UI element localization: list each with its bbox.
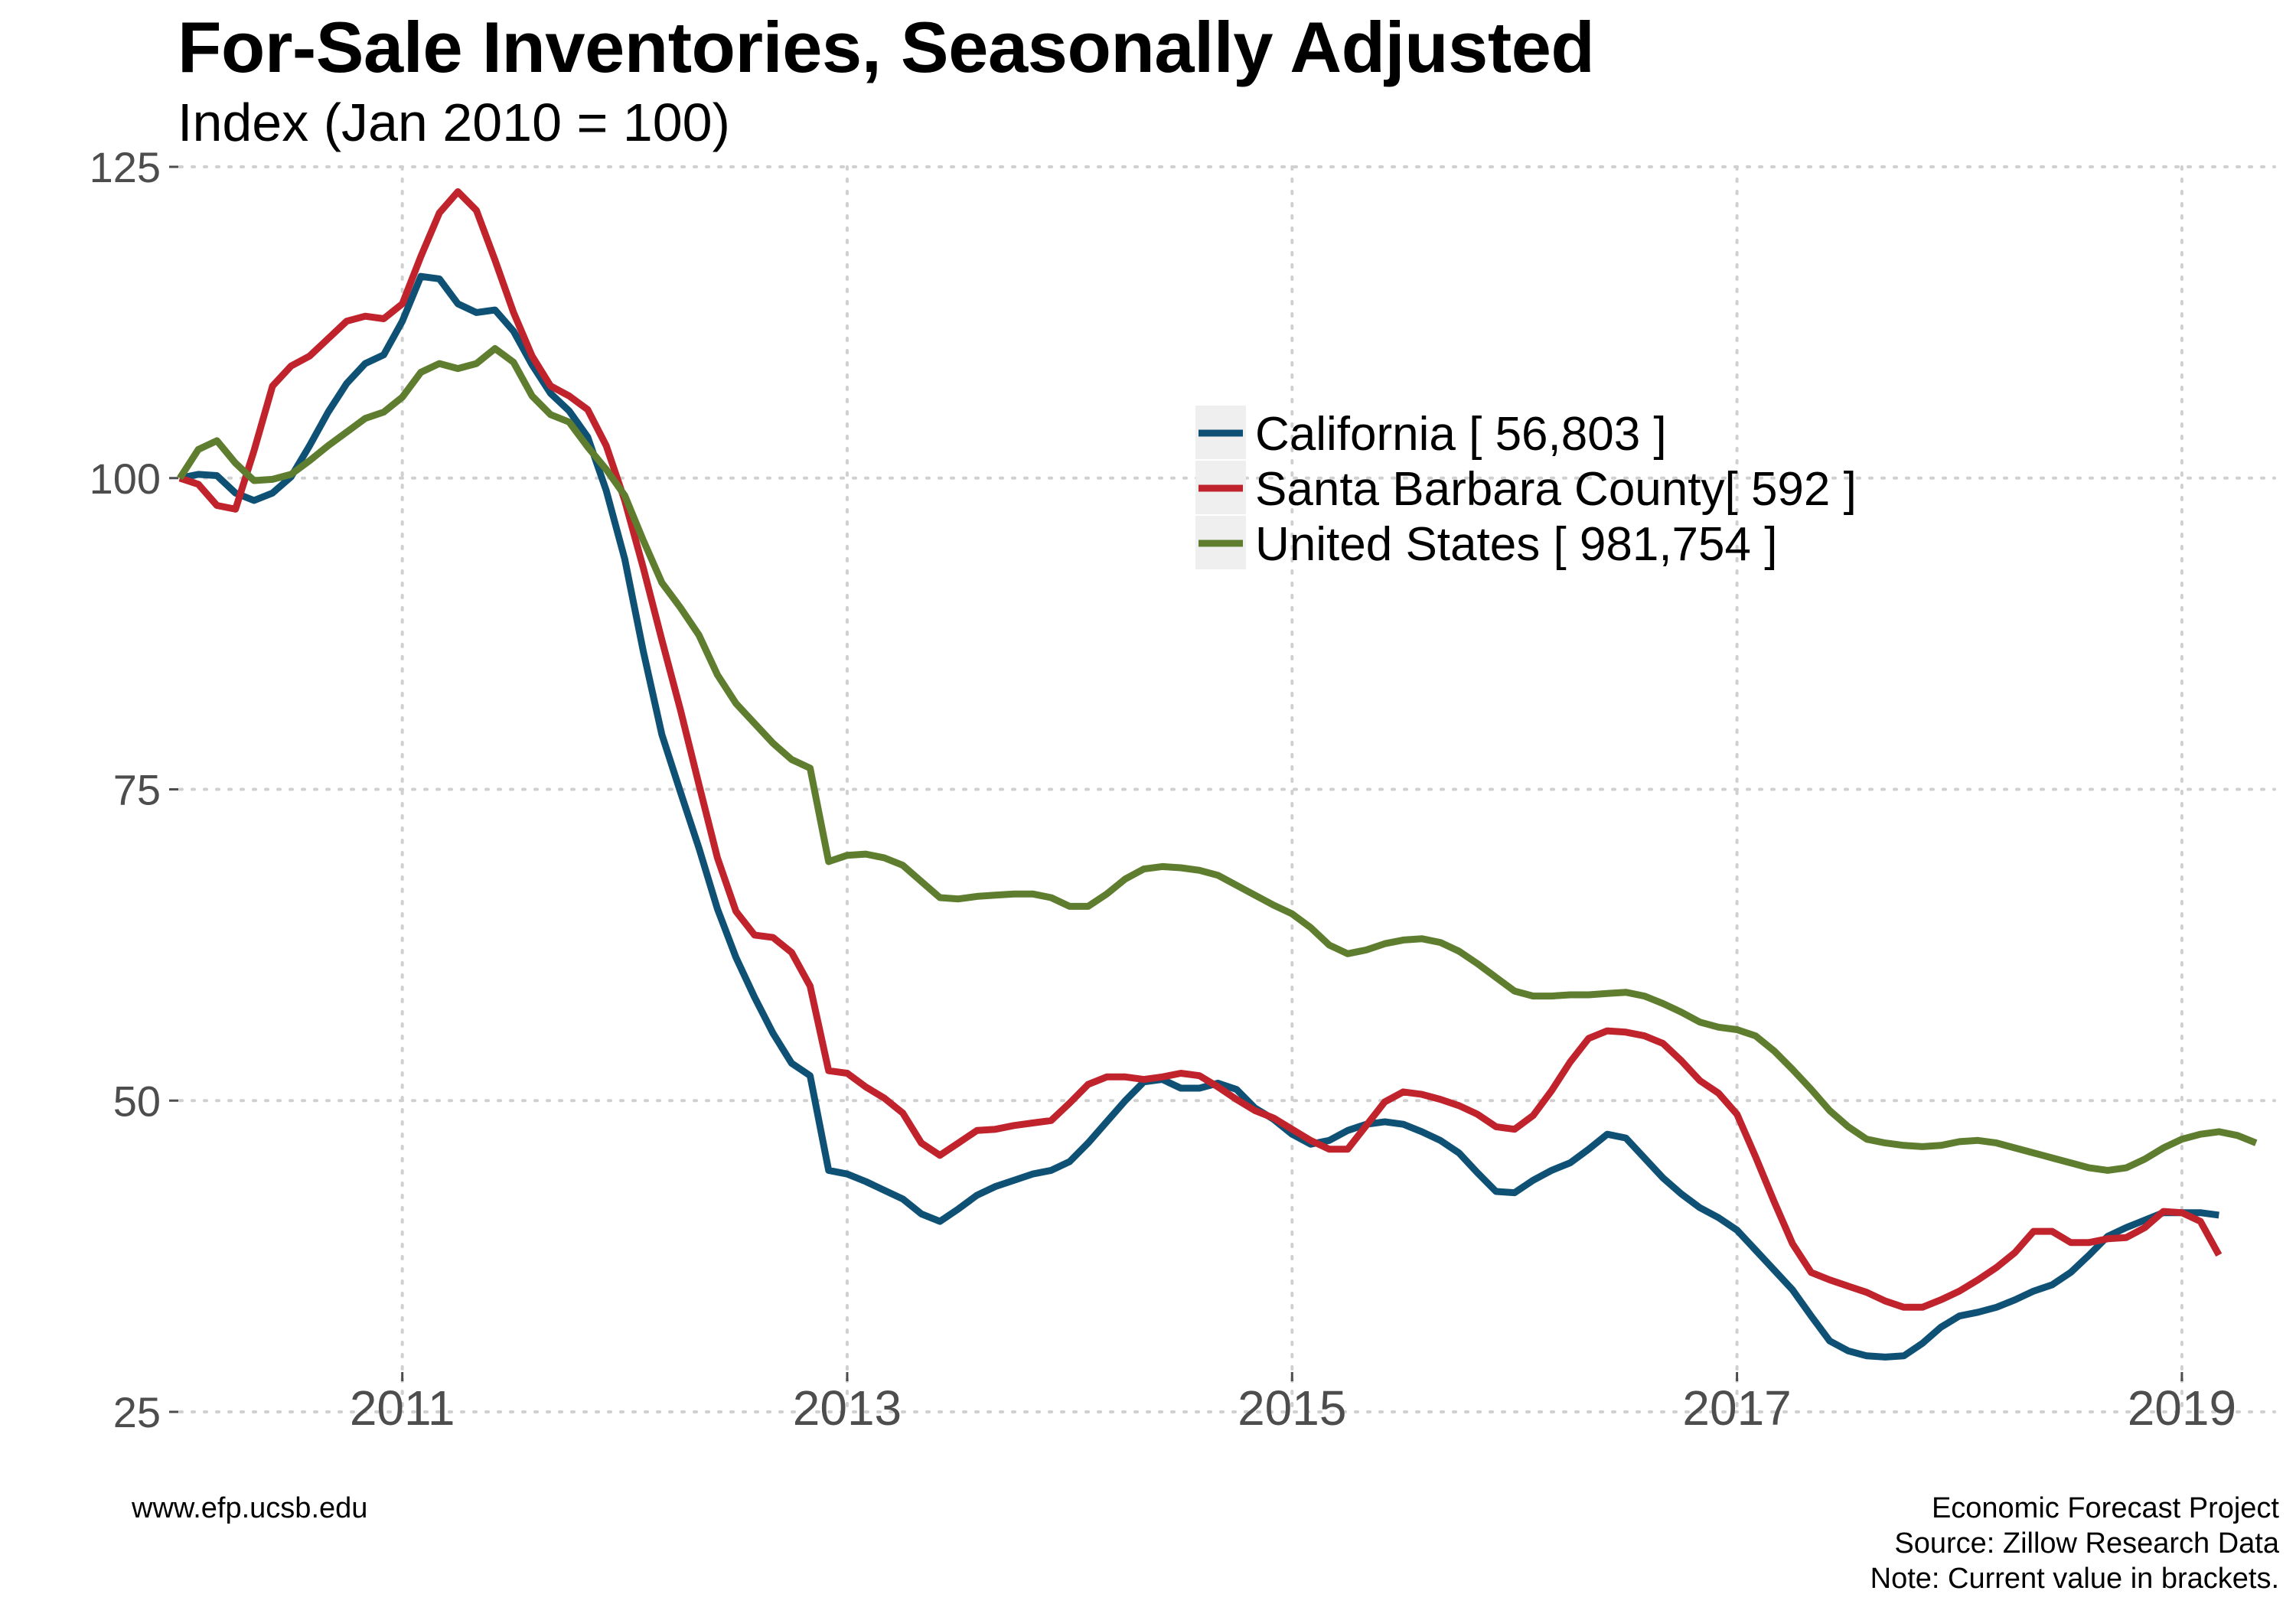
y-tick-label: 25 — [113, 1388, 161, 1436]
y-tick-label: 125 — [90, 143, 161, 191]
chart-title: For-Sale Inventories, Seasonally Adjuste… — [178, 7, 1595, 87]
x-tick-label: 2015 — [1238, 1380, 1346, 1436]
x-tick-label: 2011 — [350, 1380, 455, 1436]
footer-credits: Economic Forecast Project Source: Zillow… — [1870, 1491, 2279, 1596]
footer-website: www.efp.ucsb.edu — [132, 1492, 368, 1524]
axes: 25 50 75 100 125 2011 2013 2015 2017 2019 — [90, 143, 2237, 1436]
chart-subtitle: Index (Jan 2010 = 100) — [178, 93, 730, 152]
y-tick-label: 75 — [113, 766, 161, 814]
series-lines — [177, 188, 2258, 1361]
series-line-santa-barbara-county — [178, 188, 2223, 1311]
x-tick-label: 2019 — [2128, 1380, 2236, 1436]
grid-lines — [178, 165, 2276, 1413]
x-tick-label: 2013 — [793, 1380, 902, 1436]
series-line-california — [179, 272, 2219, 1361]
legend-label-santa-barbara: Santa Barbara County[ 592 ] — [1255, 463, 1857, 516]
footer-source-line: Source: Zillow Research Data — [1894, 1527, 2279, 1560]
x-tick-label: 2017 — [1682, 1380, 1791, 1436]
legend: California [ 56,803 ] Santa Barbara Coun… — [1195, 406, 1857, 571]
series-line-united-states — [177, 345, 2258, 1174]
footer-credit-line: Economic Forecast Project — [1931, 1492, 2279, 1524]
y-tick-label: 50 — [113, 1077, 161, 1125]
legend-label-california: California [ 56,803 ] — [1255, 408, 1667, 461]
footer-note-line: Note: Current value in brackets. — [1870, 1563, 2279, 1595]
legend-label-united-states: United States [ 981,754 ] — [1255, 518, 1777, 571]
y-tick-label: 100 — [90, 455, 161, 503]
